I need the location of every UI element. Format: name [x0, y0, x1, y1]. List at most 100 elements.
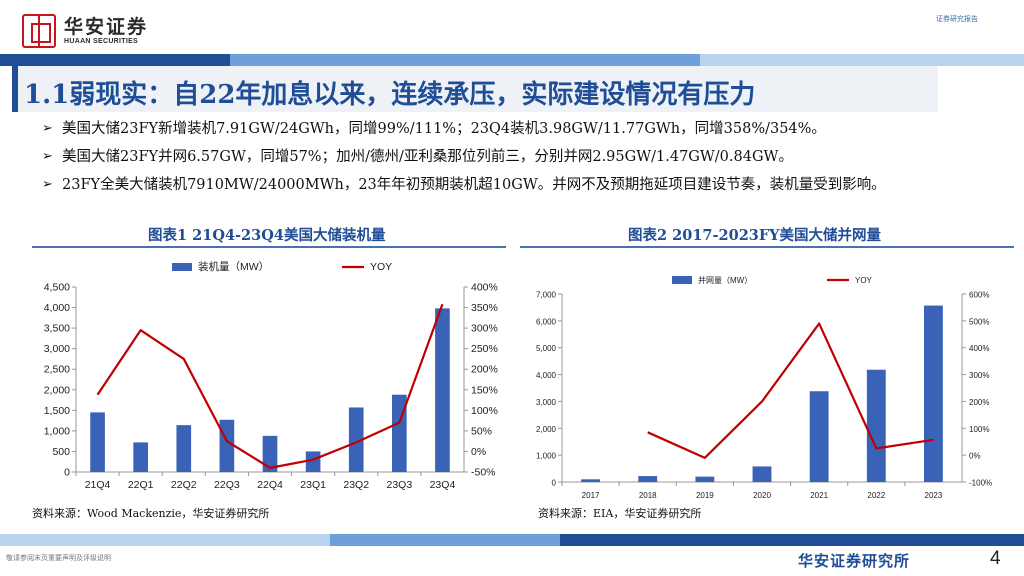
chart1-left-tick-label: 0 — [64, 467, 70, 479]
chart1-right-tick-label: 400% — [471, 282, 498, 294]
chart2-bar — [695, 476, 715, 482]
chart1-left-tick-label: 500 — [52, 446, 70, 458]
chart1-title: 图表1 21Q4-23Q4美国大储装机量 — [148, 227, 386, 244]
bullet-list: ➢ 美国大储23FY新增装机7.91GW/24GWh，同增99%/111%；23… — [42, 118, 972, 202]
company-logo: 华安证券 HUAAN SECURITIES — [22, 12, 162, 50]
chart1-x-tick-label: 21Q4 — [85, 479, 111, 491]
chart2-left-tick-label: 1,000 — [536, 452, 557, 461]
chart2-bar — [638, 476, 658, 482]
chart1-legend-line-label: YOY — [370, 261, 392, 273]
logo-seal-icon — [22, 14, 56, 48]
logo-english-name: HUAAN SECURITIES — [64, 38, 139, 45]
footer-band-dark — [560, 534, 1024, 546]
title-band — [12, 66, 938, 112]
report-type-tag: 证券研究报告 — [936, 15, 978, 23]
chart2-x-tick-label: 2017 — [582, 491, 600, 500]
chart2-right-tick-label: 600% — [969, 291, 989, 300]
chart2-right-tick-label: 100% — [969, 425, 989, 434]
chart2-legend-bar-label: 并网量（MW） — [698, 275, 752, 285]
footer-band-mid — [330, 534, 560, 546]
chart1-left-tick-label: 3,500 — [44, 323, 70, 335]
bullet-item: ➢ 美国大储23FY新增装机7.91GW/24GWh，同增99%/111%；23… — [42, 118, 972, 140]
chart2-bar — [866, 369, 886, 482]
chart2-left-tick-label: 0 — [552, 479, 557, 488]
chart1-bar — [348, 407, 364, 472]
header-color-band — [0, 54, 1024, 66]
chart2-x-tick-label: 2023 — [925, 491, 943, 500]
chart2-bar — [581, 479, 600, 482]
chart1-x-tick-label: 23Q2 — [343, 479, 369, 491]
chart1-left-tick-label: 1,000 — [44, 425, 70, 437]
chart1-legend-bar-swatch — [172, 263, 192, 271]
chart2-x-tick-label: 2019 — [696, 491, 714, 500]
chart1-left-tick-label: 3,000 — [44, 343, 70, 355]
chart1-x-tick-label: 23Q4 — [430, 479, 456, 491]
chart1-left-tick-label: 1,500 — [44, 405, 70, 417]
chart1-bar — [435, 308, 450, 472]
footer-org-name: 华安证券研究所 — [798, 552, 911, 570]
chart2-x-tick-label: 2022 — [867, 491, 885, 500]
chart2-bar — [809, 391, 829, 482]
page-title: 1.1弱现实：自22年加息以来，连续承压，实际建设情况有压力 — [24, 80, 756, 110]
chart2-bar — [752, 466, 772, 482]
chart1-x-tick-label: 22Q4 — [257, 479, 283, 491]
footer-band-light — [0, 534, 330, 546]
chart1-right-tick-label: -50% — [471, 467, 496, 479]
chart1-right-tick-label: 50% — [471, 425, 492, 437]
chart2-right-tick-label: 400% — [969, 344, 989, 353]
chart1-source: 资料来源：Wood Mackenzie，华安证券研究所 — [32, 507, 270, 520]
chart1-x-tick-label: 22Q2 — [171, 479, 197, 491]
bullet-text: 美国大储23FY新增装机7.91GW/24GWh，同增99%/111%；23Q4… — [62, 121, 826, 137]
page-number: 4 — [990, 548, 1001, 569]
bullet-arrow-icon: ➢ — [42, 177, 53, 192]
chart1-right-tick-label: 150% — [471, 384, 498, 396]
chart1-right-tick-label: 0% — [471, 446, 486, 458]
chart1-left-tick-label: 2,000 — [44, 384, 70, 396]
chart2-x-tick-label: 2018 — [639, 491, 657, 500]
chart1-left-tick-label: 4,000 — [44, 302, 70, 314]
chart1-left-tick-label: 2,500 — [44, 364, 70, 376]
chart2-left-tick-label: 5,000 — [536, 344, 557, 353]
chart1-yoy-line — [96, 303, 444, 469]
chart2-yoy-line — [647, 322, 934, 459]
chart2-right-tick-label: 300% — [969, 371, 989, 380]
chart1-bar — [90, 412, 105, 472]
footer-disclaimer: 敬请参阅末页重要声明及评级说明 — [6, 554, 111, 562]
chart1-bar — [133, 442, 148, 472]
bullet-text: 23FY全美大储装机7910MW/24000MWh，23年年初预期装机超10GW… — [62, 177, 886, 193]
chart2-left-tick-label: 2,000 — [536, 425, 557, 434]
bullet-arrow-icon: ➢ — [42, 149, 53, 164]
chart1-right-tick-label: 200% — [471, 364, 498, 376]
chart1-bar — [262, 435, 278, 472]
chart1-bar — [219, 419, 235, 472]
header-band-dark — [0, 54, 230, 66]
chart2-right-tick-label: 200% — [969, 398, 989, 407]
chart1-legend-bar-label: 装机量（MW） — [198, 260, 269, 273]
chart2-legend-bar-swatch — [672, 276, 692, 284]
header-band-mid — [230, 54, 700, 66]
chart2-right-tick-label: 500% — [969, 317, 989, 326]
chart2-right-tick-label: -100% — [969, 479, 992, 488]
bullet-item: ➢ 美国大储23FY并网6.57GW，同增57%；加州/德州/亚利桑那位列前三，… — [42, 146, 972, 168]
chart2-x-tick-label: 2020 — [753, 491, 771, 500]
chart1-right-tick-label: 100% — [471, 405, 498, 417]
logo-chinese-name: 华安证券 — [64, 16, 149, 38]
chart1-right-tick-label: 250% — [471, 343, 498, 355]
chart2-right-tick-label: 0% — [969, 452, 981, 461]
header-band-light — [700, 54, 1024, 66]
chart2-title: 图表2 2017-2023FY美国大储并网量 — [628, 227, 882, 244]
chart1-x-tick-label: 22Q1 — [128, 479, 154, 491]
chart1-install-volume: 0 500 1,000 1,500 2,000 2,500 3,000 3,500 4,000 4… — [44, 260, 498, 491]
chart1-x-tick-label: 23Q3 — [386, 479, 412, 491]
chart2-source: 资料来源：EIA，华安证券研究所 — [538, 507, 702, 520]
chart1-title-rule — [32, 246, 506, 248]
bullet-item: ➢ 23FY全美大储装机7910MW/24000MWh，23年年初预期装机超10… — [42, 174, 972, 196]
title-accent-bar — [12, 66, 18, 112]
chart2-bar — [924, 305, 943, 482]
chart1-bar — [176, 425, 192, 472]
chart1-left-tick-label: 4,500 — [44, 282, 70, 294]
bullet-text: 美国大储23FY并网6.57GW，同增57%；加州/德州/亚利桑那位列前三，分别… — [62, 149, 793, 165]
footer-color-band — [0, 534, 1024, 546]
chart2-grid-connection: 0 1,000 2,000 3,000 4,000 5,000 6,000 7,000 -100… — [536, 275, 992, 500]
chart1-x-tick-label: 23Q1 — [300, 479, 326, 491]
